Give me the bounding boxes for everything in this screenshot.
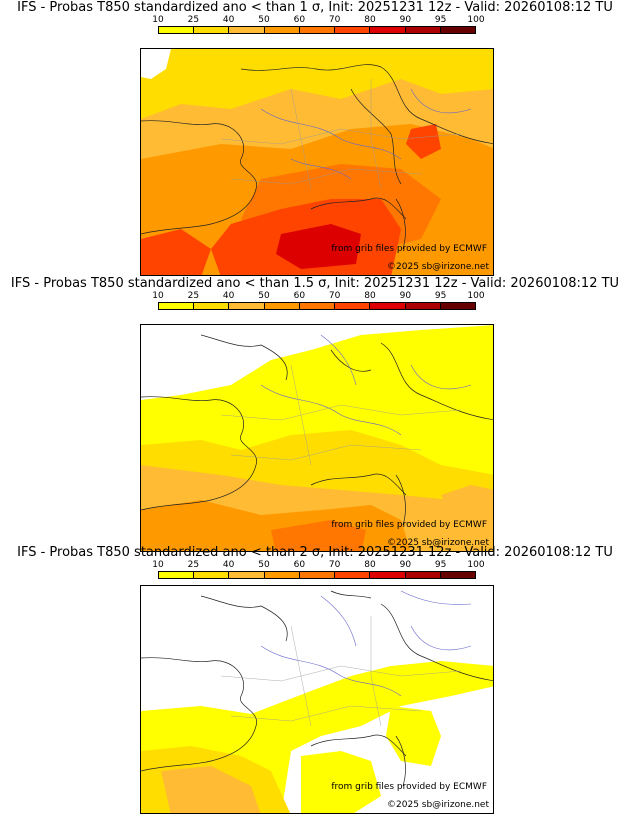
- colorbar-swatches: [158, 302, 476, 310]
- map-panel-3: IFS - Probas T850 standardized ano < tha…: [0, 545, 630, 821]
- colorbar-ticks: 10 25 40 50 60 70 80 90 95 100: [140, 291, 494, 302]
- colorbar-swatch: [335, 27, 371, 33]
- colorbar-swatch: [264, 572, 300, 578]
- copyright: ©2025 sb@irizone.net: [387, 800, 489, 810]
- colorbar-tick-label: 70: [328, 560, 341, 570]
- colorbar-swatch: [229, 572, 265, 578]
- copyright: ©2025 sb@irizone.net: [387, 262, 489, 272]
- colorbar-tick-label: 25: [187, 560, 200, 570]
- map-panel-2: IFS - Probas T850 standardized ano < tha…: [0, 276, 630, 552]
- probability-map: from grib files provided by ECMWF ©2025 …: [140, 48, 494, 276]
- probability-map: from grib files provided by ECMWF ©2025 …: [140, 324, 494, 552]
- colorbar-swatch: [405, 572, 441, 578]
- source-credit: from grib files provided by ECMWF: [331, 782, 487, 792]
- colorbar-ticks: 10 25 40 50 60 70 80 90 95 100: [140, 15, 494, 26]
- panel-title: IFS - Probas T850 standardized ano < tha…: [17, 545, 613, 560]
- colorbar-swatch: [299, 572, 336, 578]
- colorbar-tick-label: 70: [328, 291, 341, 301]
- colorbar-swatches: [158, 571, 476, 579]
- colorbar-tick-label: 40: [222, 291, 235, 301]
- colorbar-tick-label: 100: [467, 291, 485, 301]
- map-layer: [141, 49, 493, 275]
- colorbar-tick-label: 60: [293, 560, 306, 570]
- colorbar-swatch: [440, 303, 475, 309]
- panel-title: IFS - Probas T850 standardized ano < tha…: [17, 0, 613, 15]
- colorbar-tick-label: 10: [152, 291, 164, 301]
- colorbar-tick-label: 40: [222, 15, 235, 25]
- source-credit: from grib files provided by ECMWF: [331, 520, 487, 530]
- source-credit: from grib files provided by ECMWF: [331, 244, 487, 254]
- colorbar-swatch: [370, 572, 406, 578]
- map-layer: [141, 586, 493, 813]
- colorbar-swatch: [405, 27, 441, 33]
- colorbar-tick-label: 80: [364, 15, 376, 25]
- colorbar-tick-label: 70: [328, 15, 341, 25]
- colorbar-swatch: [370, 27, 406, 33]
- probability-map: from grib files provided by ECMWF ©2025 …: [140, 585, 494, 814]
- colorbar-tick-label: 95: [434, 560, 447, 570]
- colorbar-tick-label: 60: [293, 15, 306, 25]
- colorbar-tick-label: 95: [434, 291, 447, 301]
- colorbar-tick-label: 100: [467, 560, 485, 570]
- colorbar-swatch: [194, 303, 230, 309]
- colorbar-swatch: [440, 27, 475, 33]
- colorbar-swatch: [229, 303, 265, 309]
- colorbar-ticks: 10 25 40 50 60 70 80 90 95 100: [140, 560, 494, 571]
- colorbar-tick-label: 50: [258, 560, 270, 570]
- colorbar-tick-label: 50: [258, 291, 270, 301]
- colorbar-tick-label: 100: [467, 15, 485, 25]
- colorbar-swatch: [194, 572, 230, 578]
- colorbar-tick-label: 25: [187, 291, 200, 301]
- colorbar-swatch: [159, 303, 195, 309]
- panel-title: IFS - Probas T850 standardized ano < tha…: [10, 276, 620, 291]
- colorbar-swatch: [335, 572, 371, 578]
- colorbar: 10 25 40 50 60 70 80 90 95 100: [140, 560, 494, 586]
- map-layer: [141, 325, 493, 551]
- colorbar-tick-label: 40: [222, 560, 235, 570]
- colorbar: 10 25 40 50 60 70 80 90 95 100: [140, 15, 494, 41]
- map-panel-1: IFS - Probas T850 standardized ano < tha…: [0, 0, 630, 276]
- colorbar-tick-label: 80: [364, 291, 376, 301]
- colorbar-swatch: [159, 27, 195, 33]
- colorbar-swatch: [159, 572, 195, 578]
- colorbar-tick-label: 10: [152, 560, 164, 570]
- colorbar-tick-label: 90: [399, 15, 412, 25]
- colorbar-tick-label: 60: [293, 291, 306, 301]
- colorbar-tick-label: 50: [258, 15, 270, 25]
- colorbar-tick-label: 90: [399, 291, 412, 301]
- colorbar-swatch: [264, 27, 300, 33]
- colorbar-swatch: [370, 303, 406, 309]
- colorbar-tick-label: 95: [434, 15, 447, 25]
- colorbar-tick-label: 25: [187, 15, 200, 25]
- colorbar: 10 25 40 50 60 70 80 90 95 100: [140, 291, 494, 317]
- colorbar-tick-label: 10: [152, 15, 164, 25]
- colorbar-tick-label: 80: [364, 560, 376, 570]
- colorbar-swatch: [405, 303, 441, 309]
- copyright: ©2025 sb@irizone.net: [387, 538, 489, 548]
- colorbar-swatch: [264, 303, 300, 309]
- colorbar-swatches: [158, 26, 476, 34]
- colorbar-swatch: [229, 27, 265, 33]
- colorbar-swatch: [440, 572, 475, 578]
- colorbar-swatch: [335, 303, 371, 309]
- colorbar-swatch: [299, 27, 336, 33]
- colorbar-tick-label: 90: [399, 560, 412, 570]
- colorbar-swatch: [194, 27, 230, 33]
- colorbar-swatch: [299, 303, 336, 309]
